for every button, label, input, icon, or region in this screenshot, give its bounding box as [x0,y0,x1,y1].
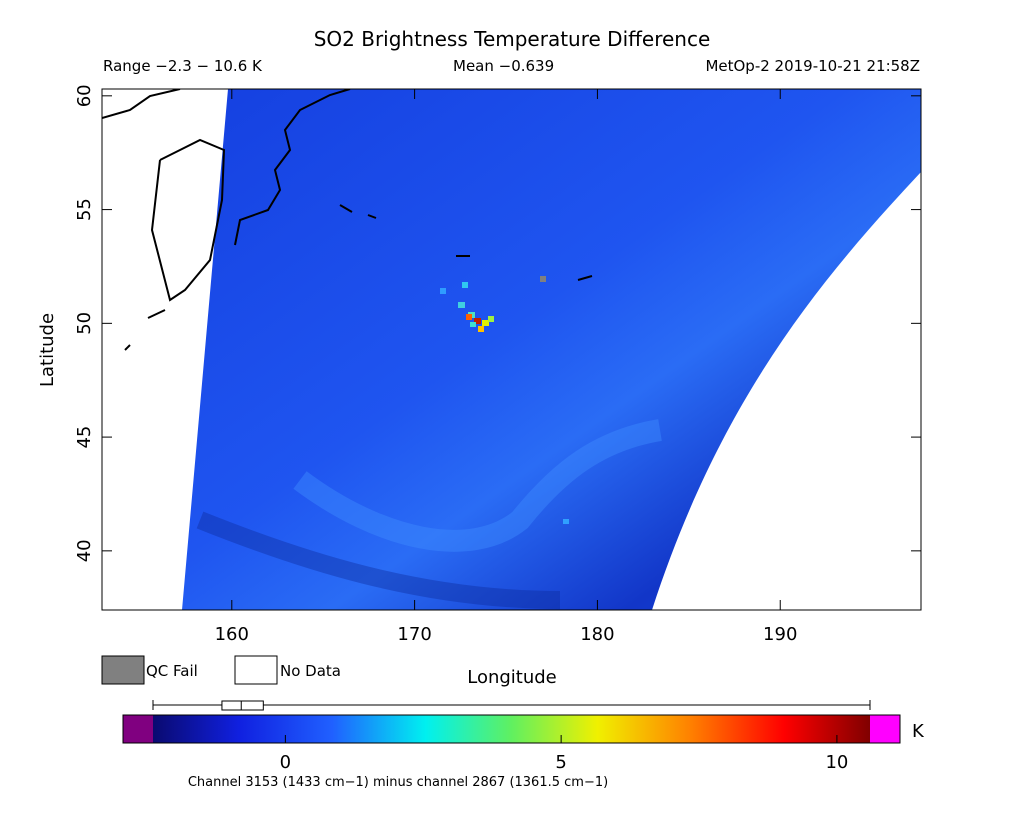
range: Range −2.3 − 10.6 K [103,57,263,75]
source: MetOp-2 2019-10-21 21:58Z [705,57,920,75]
coastline [102,89,593,351]
no-data-swatch [234,655,278,685]
colorbar-tick-label: 10 [825,752,848,773]
colorbar-label: Channel 3153 (1433 cm−1) minus channel 2… [188,775,608,790]
frame [101,88,922,611]
x-tick-label: 170 [397,624,431,645]
y-tick-label: 50 [74,312,95,335]
y-tick-label: 45 [74,426,95,449]
title: SO2 Brightness Temperature Difference [314,27,711,51]
qc-fail-label: QC Fail [146,662,198,680]
colorbar [153,715,870,743]
mean: Mean −0.639 [453,57,554,75]
no-data-label: No Data [280,662,341,680]
y-tick-label: 40 [74,539,95,562]
qc-fail-swatch [101,655,145,685]
colorbar-unit: K [912,721,925,742]
plume [440,276,569,524]
x-tick-label: 190 [763,624,797,645]
y-tick-label: 55 [74,198,95,221]
map [102,89,921,610]
over-range [870,715,900,743]
box [221,700,264,711]
x-tick-label: 180 [580,624,614,645]
y-tick-label: 60 [74,84,95,107]
swath [182,89,921,610]
x-tick-label: 160 [215,624,249,645]
y-label: Latitude [37,313,58,387]
under-range [123,715,153,743]
colorbar-frame [122,714,901,744]
colorbar-tick-label: 0 [280,752,291,773]
x-label: Longitude [467,667,557,688]
colorbar-tick-label: 5 [555,752,566,773]
